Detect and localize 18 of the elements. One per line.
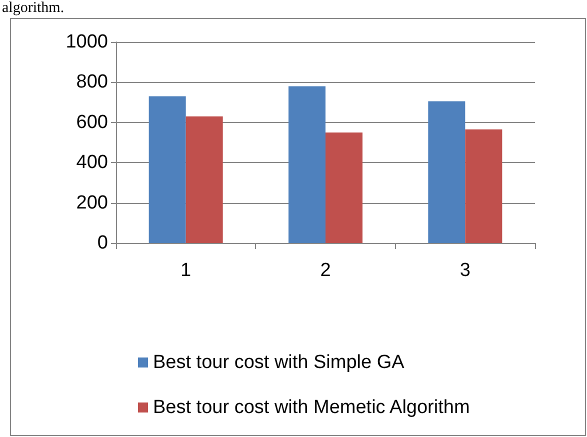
x-tick-label: 3: [460, 260, 470, 281]
bar: [148, 96, 186, 243]
legend-label: Best tour cost with Memetic Algorithm: [153, 397, 470, 418]
y-tick-label: 0: [97, 232, 108, 254]
text: algorithm.: [2, 0, 64, 16]
x-tick-label: 1: [180, 260, 192, 281]
y-tick-label: 1000: [66, 32, 108, 52]
bar: [288, 86, 326, 243]
bar: [186, 116, 223, 243]
y-tick-label: 800: [76, 72, 108, 93]
bar: [465, 129, 502, 243]
x-tick-label: 2: [320, 260, 331, 281]
y-tick-label: 600: [76, 112, 108, 133]
y-tick-label: 400: [76, 152, 108, 174]
y-tick-label: 200: [76, 192, 108, 214]
bar: [326, 132, 362, 243]
legend-label: Best tour cost with Simple GA: [153, 352, 405, 373]
bar: [428, 101, 466, 243]
